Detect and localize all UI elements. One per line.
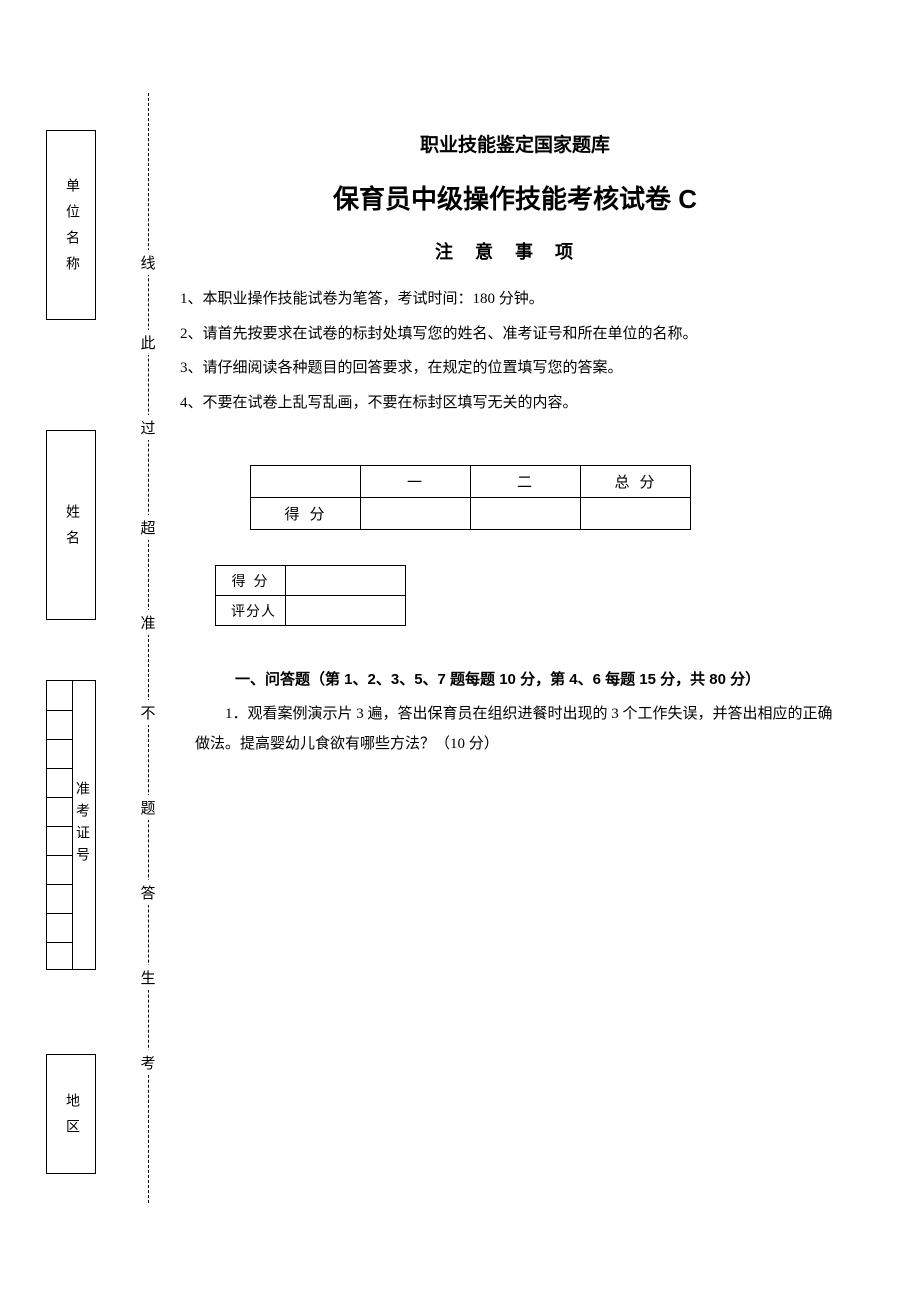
ticket-grid-line [47,855,72,856]
table-row: 得分 [216,566,406,596]
ticket-grid-line [47,942,72,943]
notice-item: 4、不要在试卷上乱写乱画，不要在标封区填写无关的内容。 [180,386,855,421]
binding-line-char: 不 [139,700,157,725]
grader-name-cell [286,596,406,626]
exam-page: 单位名称 姓名 准考证号 地区 线此过超准不题答生考 职业技能鉴定国家题库 保育… [0,0,920,1302]
ticket-lines [47,681,72,969]
score-summary-table: 一 二 总分 得分 [250,465,691,530]
binding-line-char: 题 [139,795,157,820]
header-blank-cell [251,466,361,498]
ticket-number-label: 准考证号 [71,781,91,869]
ticket-grid-line [47,826,72,827]
score-cell [471,498,581,530]
ticket-grid-line [47,768,72,769]
table-row: 评分人 [216,596,406,626]
subtitle: 职业技能鉴定国家题库 [175,130,855,157]
binding-line-char: 超 [139,515,157,540]
name-label: 姓名 [61,504,81,556]
score-total-cell [581,498,691,530]
question-1-text: 1．观看案例演示片 3 遍，答出保育员在组织进餐时出现的 3 个工作失误，并答出… [195,699,845,759]
unit-name-label: 单位名称 [61,178,81,282]
ticket-grid-divider [72,681,73,969]
grader-score-cell [286,566,406,596]
section-one-title: 一、问答题（第 1、2、3、5、7 题每题 10 分，第 4、6 每题 15 分… [235,668,855,689]
col-two-header: 二 [471,466,581,498]
grader-table: 得分 评分人 [215,565,406,626]
binding-line-char: 答 [139,880,157,905]
main-title: 保育员中级操作技能考核试卷 C [175,179,855,216]
binding-line-char: 过 [139,415,157,440]
ticket-grid-line [47,797,72,798]
main-content: 职业技能鉴定国家题库 保育员中级操作技能考核试卷 C 注意事项 1、本职业操作技… [175,100,855,759]
name-box: 姓名 [46,430,96,620]
notice-item: 2、请首先按要求在试卷的标封处填写您的姓名、准考证号和所在单位的名称。 [180,317,855,352]
table-row: 一 二 总分 [251,466,691,498]
ticket-grid-line [47,884,72,885]
region-label: 地区 [61,1093,81,1145]
ticket-grid-line [47,739,72,740]
col-total-header: 总分 [581,466,691,498]
ticket-number-box: 准考证号 [46,680,96,970]
notice-list: 1、本职业操作技能试卷为笔答，考试时间：180 分钟。 2、请首先按要求在试卷的… [180,282,855,420]
binding-line-char: 线 [139,250,157,275]
region-box: 地区 [46,1054,96,1174]
binding-line-char: 生 [139,965,157,990]
grader-score-label: 得分 [216,566,286,596]
grader-name-label: 评分人 [216,596,286,626]
col-one-header: 一 [361,466,471,498]
notice-item: 1、本职业操作技能试卷为笔答，考试时间：180 分钟。 [180,282,855,317]
ticket-grid-line [47,710,72,711]
binding-line-char: 考 [139,1050,157,1075]
table-row: 得分 [251,498,691,530]
binding-line-char: 准 [139,610,157,635]
notice-item: 3、请仔细阅读各种题目的回答要求，在规定的位置填写您的答案。 [180,351,855,386]
binding-line-char: 此 [139,330,157,355]
unit-name-box: 单位名称 [46,130,96,320]
score-row-label: 得分 [251,498,361,530]
ticket-grid-line [47,913,72,914]
notice-heading: 注意事项 [175,238,855,264]
score-cell [361,498,471,530]
